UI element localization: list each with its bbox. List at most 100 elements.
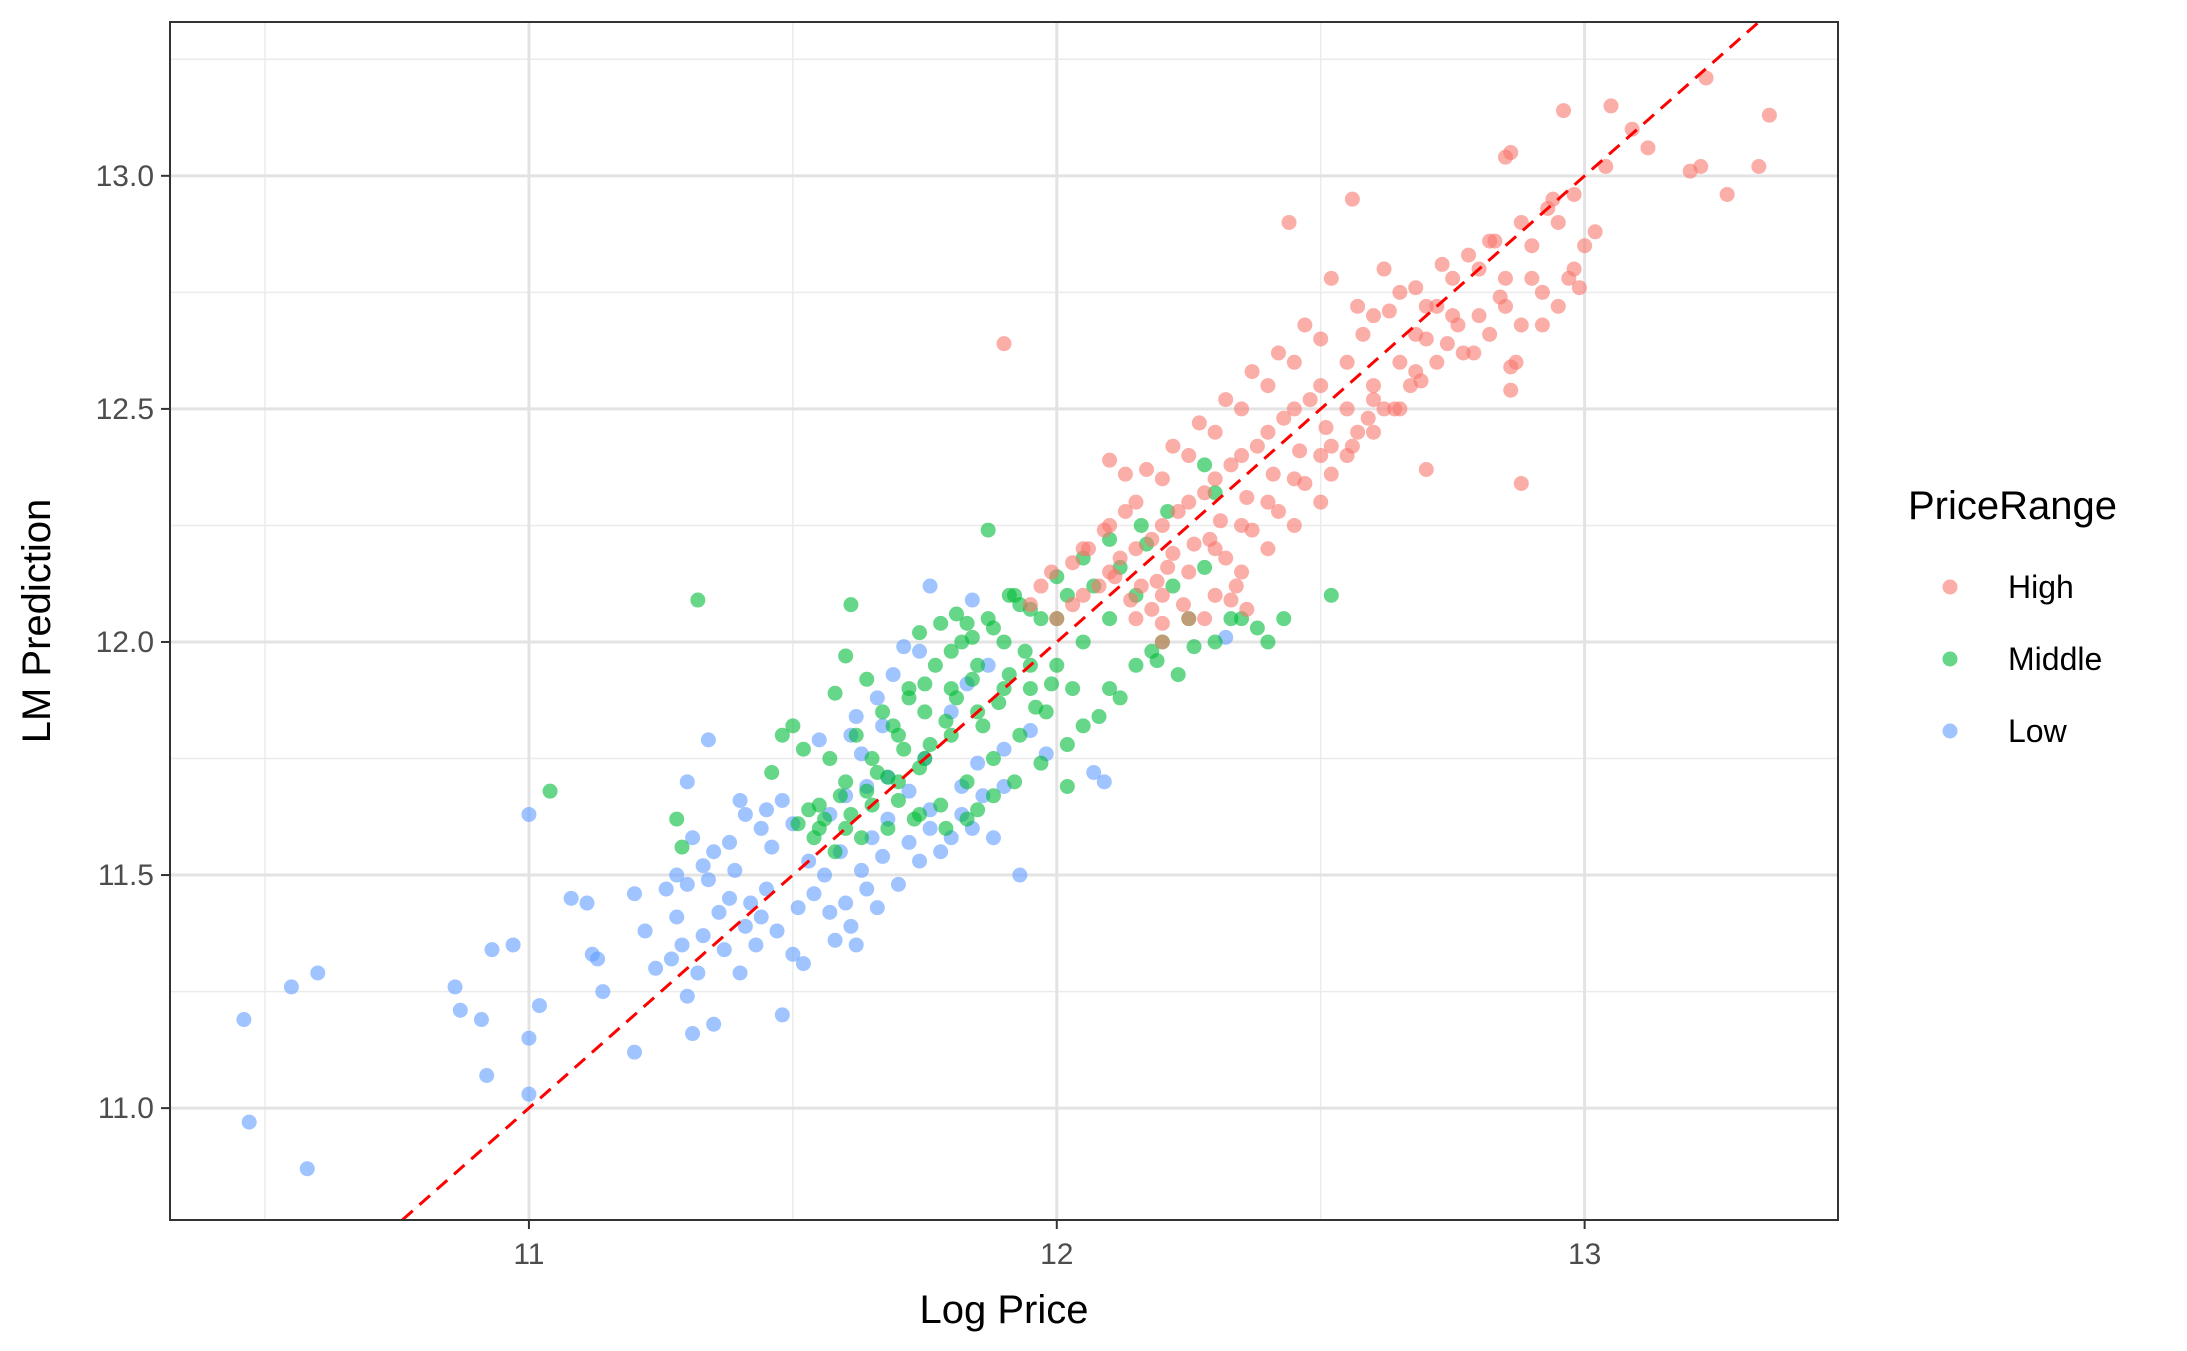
- data-point-high: [1281, 214, 1297, 230]
- data-point-middle: [996, 634, 1012, 650]
- data-point-low: [732, 965, 748, 981]
- data-point-middle: [764, 764, 780, 780]
- data-point-high: [1566, 261, 1582, 277]
- data-point-high: [1160, 559, 1176, 575]
- data-point-middle: [970, 657, 986, 673]
- data-point-high: [1181, 494, 1197, 510]
- data-point-high: [1260, 424, 1276, 440]
- data-point-low: [795, 956, 811, 972]
- data-point-low: [722, 890, 738, 906]
- data-point-middle: [1091, 709, 1107, 725]
- data-point-high: [1207, 471, 1223, 487]
- data-point-middle: [838, 774, 854, 790]
- data-point-high: [1350, 298, 1366, 314]
- data-point-middle: [822, 751, 838, 767]
- data-point-low: [985, 830, 1001, 846]
- data-point-high: [1170, 503, 1186, 519]
- data-point-low: [310, 965, 326, 981]
- data-point-middle: [943, 643, 959, 659]
- data-point-low: [669, 909, 685, 925]
- data-point-low: [484, 942, 500, 958]
- data-point-middle: [785, 718, 801, 734]
- data-point-high: [1556, 103, 1572, 119]
- data-point-low: [716, 942, 732, 958]
- data-point-high: [1128, 611, 1144, 627]
- data-point-high: [1698, 70, 1714, 86]
- data-point-middle: [985, 620, 1001, 636]
- data-point-middle: [542, 783, 558, 799]
- data-point-high: [1297, 475, 1313, 491]
- data-point-high: [1033, 578, 1049, 594]
- data-point-high: [1191, 415, 1207, 431]
- plot-background: [170, 22, 1838, 1220]
- data-point-middle: [669, 811, 685, 827]
- data-point-high: [1365, 378, 1381, 394]
- data-point-middle: [901, 690, 917, 706]
- data-point-high: [1761, 107, 1777, 123]
- data-point-high: [1181, 448, 1197, 464]
- data-point-high: [1323, 438, 1339, 454]
- data-point-middle: [1112, 690, 1128, 706]
- data-point-high: [1550, 298, 1566, 314]
- data-point-low: [817, 867, 833, 883]
- data-point-low: [521, 806, 537, 822]
- data-point-middle: [1128, 657, 1144, 673]
- data-point-middle: [912, 760, 928, 776]
- data-point-high: [1260, 541, 1276, 557]
- data-point-high: [1339, 401, 1355, 417]
- data-point-low: [447, 979, 463, 995]
- data-point-middle: [1223, 611, 1239, 627]
- data-point-high: [1381, 303, 1397, 319]
- data-point-low: [283, 979, 299, 995]
- data-point-high: [1049, 611, 1065, 627]
- data-point-high: [1365, 392, 1381, 408]
- data-point-high: [1323, 466, 1339, 482]
- data-point-high: [1719, 186, 1735, 202]
- data-point-high: [1598, 159, 1614, 175]
- data-point-high: [1450, 317, 1466, 333]
- data-point-low: [679, 774, 695, 790]
- legend-items: High Middle Low: [1942, 569, 2102, 749]
- data-point-middle: [980, 522, 996, 538]
- data-point-low: [922, 820, 938, 836]
- legend-key-low: [1942, 723, 1958, 739]
- data-point-high: [1107, 569, 1123, 585]
- data-point-high: [1123, 592, 1139, 608]
- data-point-low: [896, 639, 912, 655]
- data-point-middle: [1170, 667, 1186, 683]
- data-point-high: [1218, 550, 1234, 566]
- data-point-high: [1165, 545, 1181, 561]
- data-point-high: [1524, 270, 1540, 286]
- data-point-high: [1234, 448, 1250, 464]
- series-middle: [542, 457, 1339, 860]
- data-point-middle: [674, 839, 690, 855]
- data-point-low: [964, 592, 980, 608]
- data-point-high: [1693, 159, 1709, 175]
- data-point-middle: [853, 830, 869, 846]
- y-tick-label: 11.0: [98, 1092, 154, 1125]
- data-point-high: [1154, 471, 1170, 487]
- data-point-low: [627, 1044, 643, 1060]
- data-point-low: [853, 862, 869, 878]
- data-point-low: [748, 937, 764, 953]
- data-point-high: [1096, 522, 1112, 538]
- data-point-middle: [790, 816, 806, 832]
- data-point-low: [869, 900, 885, 916]
- series-high: [996, 70, 1777, 650]
- data-point-low: [732, 792, 748, 808]
- data-point-middle: [832, 788, 848, 804]
- data-point-middle: [1012, 727, 1028, 743]
- data-point-high: [1413, 373, 1429, 389]
- data-point-high: [1751, 159, 1767, 175]
- data-point-high: [1286, 401, 1302, 417]
- data-point-middle: [896, 741, 912, 757]
- data-point-middle: [1049, 657, 1065, 673]
- data-point-low: [706, 1016, 722, 1032]
- identity-reference-line: [401, 20, 1760, 1222]
- data-point-high: [1503, 382, 1519, 398]
- data-point-high: [996, 336, 1012, 352]
- data-point-high: [1313, 378, 1329, 394]
- data-point-high: [1149, 573, 1165, 589]
- data-point-high: [1117, 466, 1133, 482]
- data-point-low: [695, 928, 711, 944]
